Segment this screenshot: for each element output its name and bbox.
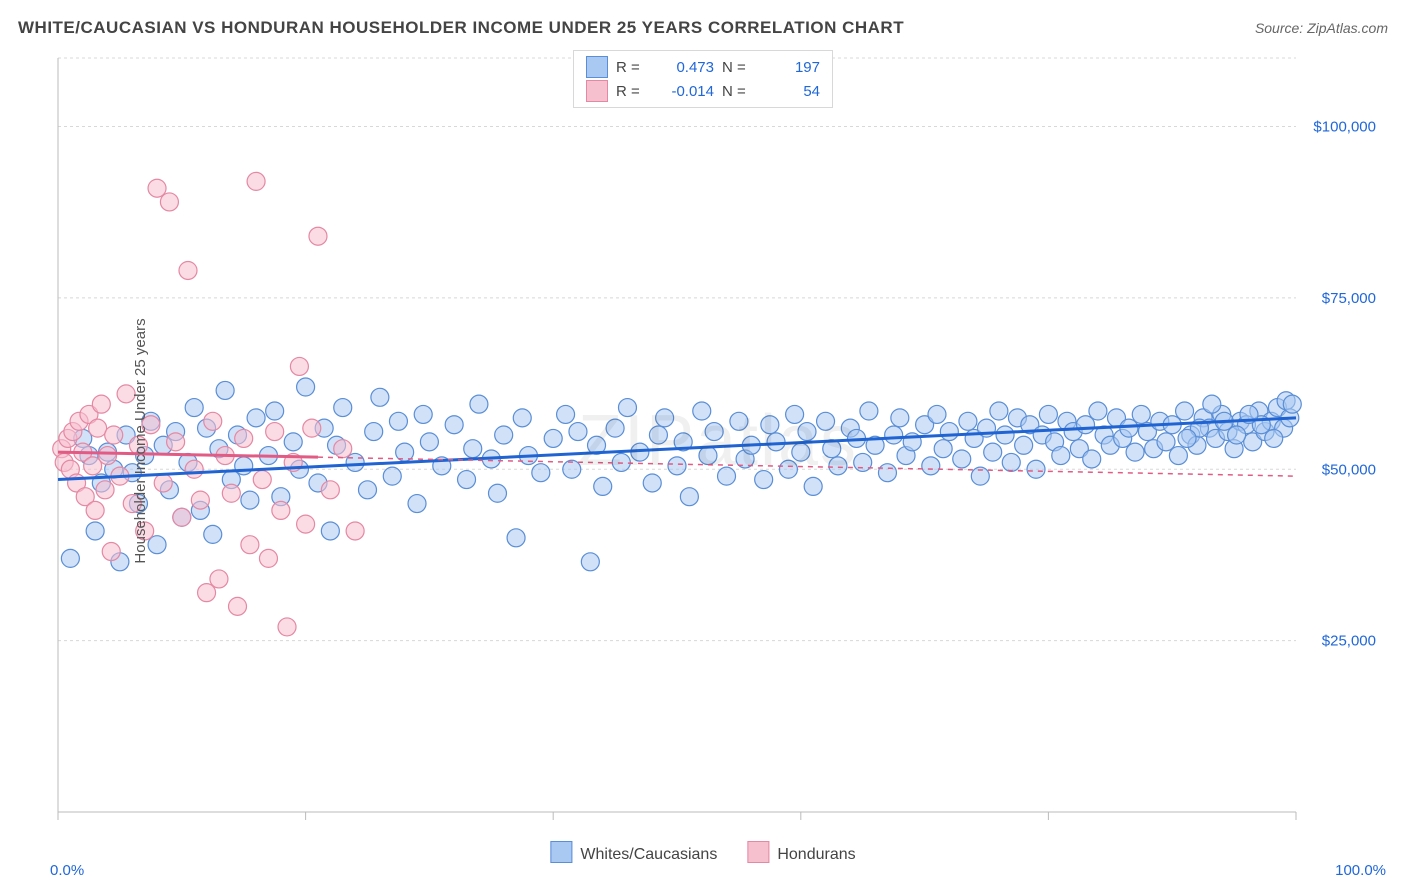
correlation-legend: R = 0.473 N = 197 R = -0.014 N = 54 bbox=[573, 50, 833, 108]
source-label: Source: ZipAtlas.com bbox=[1255, 20, 1388, 36]
chart-title: WHITE/CAUCASIAN VS HONDURAN HOUSEHOLDER … bbox=[18, 18, 904, 38]
series-name: Whites/Caucasians bbox=[580, 846, 717, 863]
chart-area: Householder Income Under 25 years ZIPatl… bbox=[50, 50, 1386, 832]
scatter-plot-svg: $25,000 $50,000 $75,000 $100,000 bbox=[50, 50, 1386, 832]
svg-text:$50,000: $50,000 bbox=[1322, 461, 1376, 478]
swatch-icon bbox=[550, 841, 572, 863]
x-max-label: 100.0% bbox=[1335, 862, 1386, 879]
r-value: -0.014 bbox=[654, 83, 714, 100]
legend-item: Hondurans bbox=[747, 841, 855, 864]
svg-text:$25,000: $25,000 bbox=[1322, 633, 1376, 650]
series-name: Hondurans bbox=[777, 846, 855, 863]
legend-row: R = -0.014 N = 54 bbox=[574, 79, 832, 103]
swatch-icon bbox=[586, 56, 608, 78]
n-value: 197 bbox=[760, 59, 820, 76]
r-label: R = bbox=[616, 59, 646, 76]
n-label: N = bbox=[722, 59, 752, 76]
n-label: N = bbox=[722, 83, 752, 100]
series-legend: Whites/Caucasians Hondurans bbox=[550, 841, 855, 864]
y-axis-label: Householder Income Under 25 years bbox=[132, 318, 149, 563]
legend-row: R = 0.473 N = 197 bbox=[574, 55, 832, 79]
x-min-label: 0.0% bbox=[50, 862, 84, 879]
swatch-icon bbox=[586, 80, 608, 102]
r-value: 0.473 bbox=[654, 59, 714, 76]
r-label: R = bbox=[616, 83, 646, 100]
n-value: 54 bbox=[760, 83, 820, 100]
svg-text:$75,000: $75,000 bbox=[1322, 290, 1376, 307]
svg-text:$100,000: $100,000 bbox=[1313, 119, 1376, 136]
legend-item: Whites/Caucasians bbox=[550, 841, 717, 864]
swatch-icon bbox=[747, 841, 769, 863]
